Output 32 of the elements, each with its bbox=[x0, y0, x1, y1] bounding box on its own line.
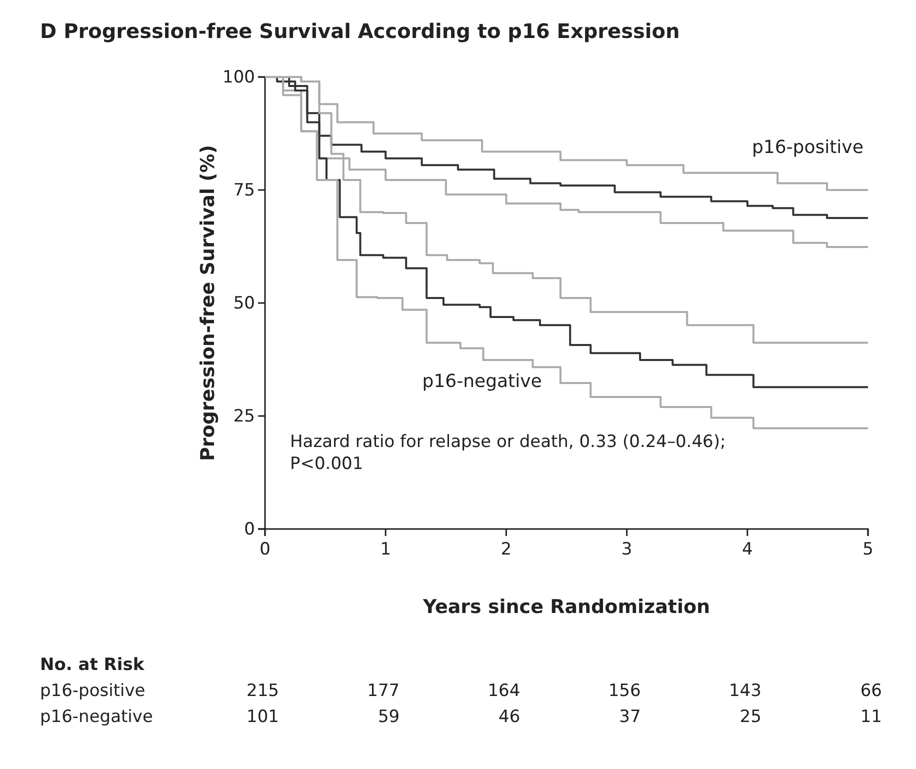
annotation: Hazard ratio for relapse or death, 0.33 (0.24–0.46); P<0.001 bbox=[290, 432, 726, 474]
text: 143 bbox=[728, 681, 762, 701]
text: p16-positive bbox=[40, 681, 146, 701]
x-tick-label: 1 bbox=[380, 539, 392, 560]
chart-title: D Progression-free Survival According to p16 Expression bbox=[40, 19, 680, 43]
x-tick-label: 2 bbox=[500, 539, 512, 560]
x-axis-title: Years since Randomization bbox=[422, 596, 710, 618]
text: 11 bbox=[860, 707, 882, 727]
x-tick-label: 4 bbox=[742, 539, 753, 560]
text: p16-negative bbox=[422, 371, 542, 392]
y-tick-label: 0 bbox=[244, 519, 255, 540]
y-tick-label: 50 bbox=[233, 293, 255, 314]
text: 215 bbox=[246, 681, 279, 701]
text: p16-positive bbox=[752, 136, 864, 158]
text: 37 bbox=[619, 707, 641, 727]
text: 46 bbox=[498, 707, 520, 727]
y-axis-title: Progression-free Survival (%) bbox=[197, 144, 219, 462]
x-tick-label: 5 bbox=[862, 539, 874, 560]
text: 25 bbox=[740, 707, 762, 727]
text: 59 bbox=[378, 707, 400, 727]
x-tick-label: 3 bbox=[621, 539, 632, 560]
y-tick-label: 100 bbox=[222, 67, 255, 88]
y-tick-label: 25 bbox=[233, 406, 255, 426]
text: p16-negative bbox=[40, 707, 153, 727]
text: 156 bbox=[608, 681, 641, 701]
text: 177 bbox=[367, 681, 400, 701]
y-tick-label: 75 bbox=[233, 180, 255, 200]
text: No. at Risk bbox=[40, 655, 145, 675]
text: 164 bbox=[488, 681, 520, 701]
text: 66 bbox=[860, 681, 882, 701]
text: 101 bbox=[246, 707, 279, 727]
x-tick-label: 0 bbox=[260, 539, 270, 560]
